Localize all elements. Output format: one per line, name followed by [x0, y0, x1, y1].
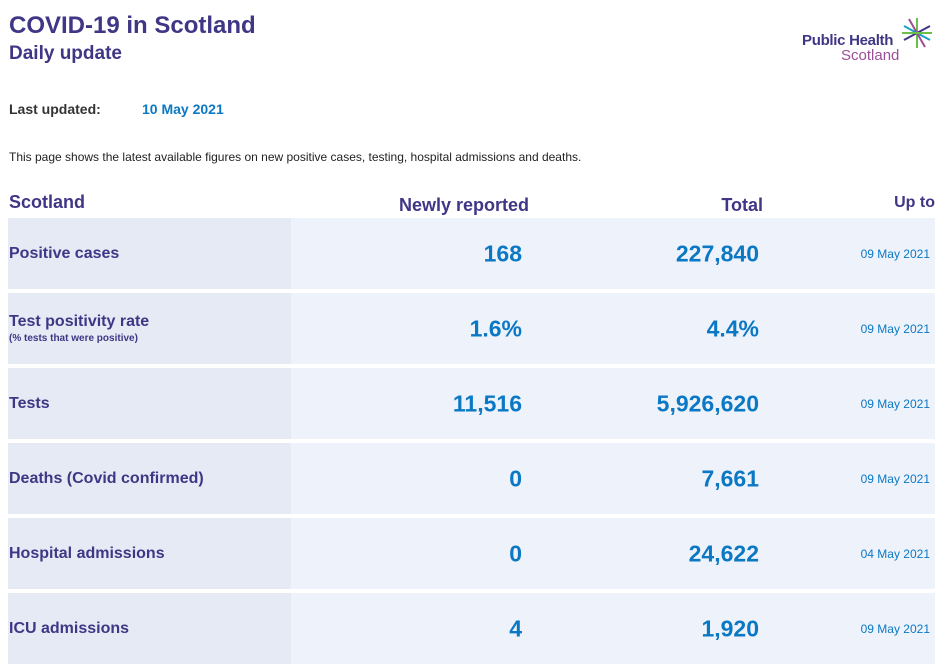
row-values-cell: 168 227,840 09 May 2021	[291, 218, 935, 289]
newly-reported-value: 1.6%	[469, 315, 522, 341]
stat-row-tests: Tests 11,516 5,926,620 09 May 2021	[8, 368, 935, 439]
row-label-cell: Deaths (Covid confirmed)	[8, 443, 291, 514]
newly-reported-value: 4	[509, 615, 522, 641]
page-title: COVID-19 in Scotland	[9, 12, 256, 39]
stat-row-test-positivity-rate: Test positivity rate (% tests that were …	[8, 293, 935, 364]
row-label: Tests	[9, 394, 50, 412]
last-updated-value: 10 May 2021	[142, 101, 224, 117]
up-to-date: 09 May 2021	[860, 396, 930, 411]
up-to-date: 09 May 2021	[860, 621, 930, 636]
column-header-total: Total	[721, 195, 763, 215]
newly-reported-value: 0	[509, 540, 522, 566]
logo-text-line1: Public Health	[802, 32, 894, 49]
total-value: 5,926,620	[656, 390, 759, 416]
stat-row-positive-cases: Positive cases 168 227,840 09 May 2021	[8, 218, 935, 289]
row-label-cell: Hospital admissions	[8, 518, 291, 589]
column-header-up-to: Up to	[894, 194, 935, 211]
logo-text-line2: Scotland	[841, 47, 900, 64]
stat-row-deaths: Deaths (Covid confirmed) 0 7,661 09 May …	[8, 443, 935, 514]
page-subtitle: Daily update	[9, 43, 122, 64]
up-to-date: 09 May 2021	[860, 246, 930, 261]
row-values-cell: 1.6% 4.4% 09 May 2021	[291, 293, 935, 364]
total-value: 24,622	[688, 540, 759, 566]
stat-row-icu-admissions: ICU admissions 4 1,920 09 May 2021	[8, 593, 935, 664]
row-label: Test positivity rate	[9, 313, 150, 330]
column-header-region: Scotland	[9, 192, 86, 212]
stat-row-hospital-admissions: Hospital admissions 0 24,622 04 May 2021	[8, 518, 935, 589]
row-label-cell: Tests	[8, 368, 291, 439]
logo-star-icon	[902, 18, 932, 48]
intro-text: This page shows the latest available fig…	[9, 150, 582, 164]
public-health-scotland-logo[interactable]: Public Health Scotland	[796, 14, 936, 68]
total-value: 1,920	[701, 615, 759, 641]
row-label-cell: Test positivity rate (% tests that were …	[8, 293, 291, 364]
row-label: Hospital admissions	[9, 544, 165, 562]
row-label-cell: ICU admissions	[8, 593, 291, 664]
row-values-cell: 11,516 5,926,620 09 May 2021	[291, 368, 935, 439]
row-sublabel: (% tests that were positive)	[9, 333, 138, 344]
newly-reported-value: 168	[483, 240, 522, 266]
stats-table: Positive cases 168 227,840 09 May 2021 T…	[8, 218, 935, 668]
row-values-cell: 0 7,661 09 May 2021	[291, 443, 935, 514]
row-label: Deaths (Covid confirmed)	[9, 469, 204, 487]
last-updated-label: Last updated:	[9, 101, 101, 117]
newly-reported-value: 11,516	[452, 390, 522, 416]
row-label: ICU admissions	[9, 619, 130, 637]
total-value: 227,840	[675, 240, 759, 266]
row-label-cell: Positive cases	[8, 218, 291, 289]
up-to-date: 04 May 2021	[860, 546, 930, 561]
total-value: 7,661	[701, 465, 759, 491]
column-header-newly-reported: Newly reported	[398, 195, 529, 215]
row-label: Positive cases	[9, 244, 120, 262]
newly-reported-value: 0	[509, 465, 522, 491]
row-values-cell: 0 24,622 04 May 2021	[291, 518, 935, 589]
total-value: 4.4%	[706, 315, 759, 341]
up-to-date: 09 May 2021	[860, 321, 930, 336]
row-values-cell: 4 1,920 09 May 2021	[291, 593, 935, 664]
up-to-date: 09 May 2021	[860, 471, 930, 486]
